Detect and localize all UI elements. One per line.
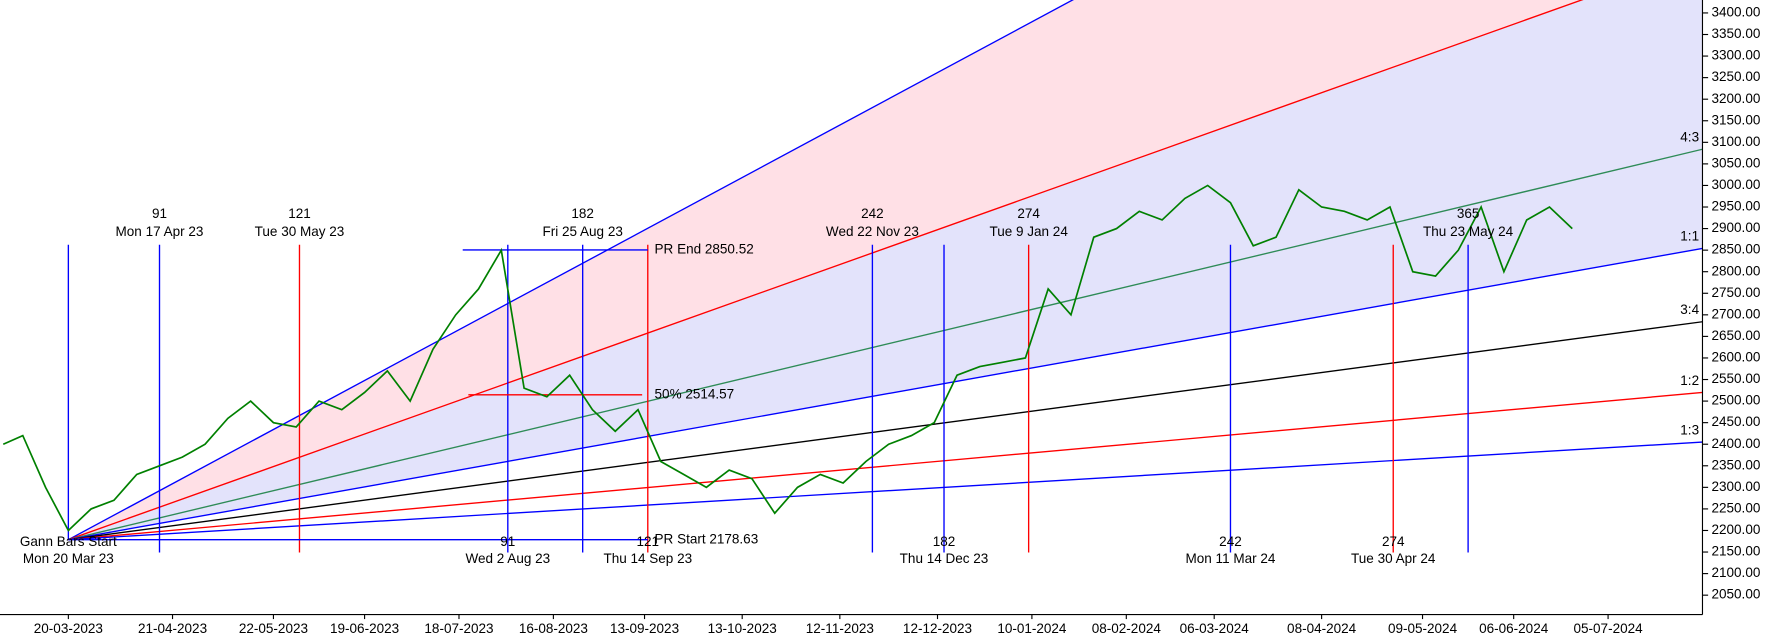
x-tick-label: 22-05-2023 — [239, 621, 308, 636]
y-tick-label: 3200.00 — [1711, 91, 1760, 106]
y-tick-label: 2150.00 — [1711, 544, 1760, 559]
time-count: 242 — [861, 206, 884, 221]
level-label: PR End 2850.52 — [655, 241, 754, 256]
y-tick-label: 3400.00 — [1711, 5, 1760, 20]
plot-area — [2, 0, 1703, 553]
y-tick-label: 2450.00 — [1711, 414, 1760, 429]
y-tick-label: 2200.00 — [1711, 522, 1760, 537]
fan-label: 1:1 — [1680, 229, 1699, 244]
time-date: Wed 22 Nov 23 — [826, 224, 919, 239]
y-tick-label: 2300.00 — [1711, 479, 1760, 494]
time-count: 274 — [1017, 206, 1040, 221]
x-tick-label: 10-01-2024 — [997, 621, 1067, 636]
y-tick-label: 2600.00 — [1711, 350, 1760, 365]
time-date: Mon 17 Apr 23 — [116, 224, 204, 239]
x-tick-label: 09-05-2024 — [1388, 621, 1458, 636]
x-tick-label: 06-06-2024 — [1479, 621, 1549, 636]
fan-line — [68, 0, 1584, 541]
fan-fill-lower — [68, 0, 1703, 540]
fan-line — [68, 441, 1703, 541]
time-date: Thu 14 Dec 23 — [900, 551, 989, 566]
time-date: Tue 9 Jan 24 — [989, 224, 1068, 239]
price-line — [2, 184, 1573, 532]
fan-line — [68, 0, 1074, 541]
y-tick-label: 2050.00 — [1711, 587, 1760, 602]
time-date: Wed 2 Aug 23 — [465, 551, 550, 566]
y-tick-label: 2400.00 — [1711, 436, 1760, 451]
time-count: 91 — [500, 534, 515, 549]
level-label: PR Start 2178.63 — [655, 531, 759, 546]
labels: 3400.00 3350.00 3300.00 3250.00 3200.00 3150.… — [20, 5, 1760, 636]
y-tick-label: 2950.00 — [1711, 199, 1760, 214]
y-tick-label: 2900.00 — [1711, 220, 1760, 235]
fan-label: 1:3 — [1680, 422, 1699, 437]
fan-label: 1:2 — [1680, 373, 1699, 388]
x-tick-label: 16-08-2023 — [519, 621, 588, 636]
y-tick-label: 2250.00 — [1711, 500, 1760, 515]
fan-label: 4:3 — [1680, 130, 1699, 145]
x-tick-label: 12-12-2023 — [903, 621, 972, 636]
x-tick-label: 05-07-2024 — [1574, 621, 1644, 636]
y-tick-label: 2700.00 — [1711, 306, 1760, 321]
x-tick-label: 12-11-2023 — [806, 621, 874, 636]
time-date: Thu 14 Sep 23 — [603, 551, 692, 566]
y-tick-label: 3350.00 — [1711, 26, 1760, 41]
x-tick-label: 08-02-2024 — [1092, 621, 1162, 636]
time-date: Mon 11 Mar 24 — [1186, 551, 1276, 566]
x-tick-label: 20-03-2023 — [34, 621, 103, 636]
level-label: 50% 2514.57 — [655, 386, 735, 401]
fan-line — [68, 391, 1703, 541]
time-count: 182 — [571, 206, 594, 221]
y-tick-label: 2800.00 — [1711, 263, 1760, 278]
fan-line — [68, 148, 1703, 541]
y-tick-label: 2350.00 — [1711, 457, 1760, 472]
y-tick-label: 3100.00 — [1711, 134, 1760, 149]
time-count: 121 — [637, 534, 660, 549]
x-tick-label: 18-07-2023 — [424, 621, 493, 636]
x-tick-label: 08-04-2024 — [1287, 621, 1357, 636]
time-date: Fri 25 Aug 23 — [542, 224, 622, 239]
y-tick-label: 3300.00 — [1711, 48, 1760, 63]
fan-fills — [68, 0, 1703, 540]
y-tick-label: 3250.00 — [1711, 69, 1760, 84]
x-tick-label: 13-09-2023 — [610, 621, 679, 636]
x-tick-label: 19-06-2023 — [330, 621, 399, 636]
y-tick-label: 3150.00 — [1711, 112, 1760, 127]
time-count: 365 — [1457, 206, 1480, 221]
time-date: Tue 30 May 23 — [255, 224, 345, 239]
gann-start-label: Gann Bars Start — [20, 534, 117, 549]
time-date: Tue 30 Apr 24 — [1351, 551, 1436, 566]
fan-line — [68, 321, 1703, 541]
fan-label: 3:4 — [1680, 302, 1699, 317]
y-tick-label: 3050.00 — [1711, 155, 1760, 170]
y-tick-label: 2550.00 — [1711, 371, 1760, 386]
fan-line — [68, 247, 1703, 541]
y-tick-label: 2750.00 — [1711, 285, 1760, 300]
time-count: 121 — [288, 206, 311, 221]
y-tick-label: 2650.00 — [1711, 328, 1760, 343]
axes — [0, 0, 1709, 620]
y-tick-label: 2850.00 — [1711, 242, 1760, 257]
time-date: Thu 23 May 24 — [1423, 224, 1514, 239]
time-count: 182 — [933, 534, 956, 549]
time-count: 242 — [1219, 534, 1242, 549]
y-tick-label: 2100.00 — [1711, 565, 1760, 580]
time-count: 91 — [152, 206, 167, 221]
x-tick-label: 06-03-2024 — [1180, 621, 1250, 636]
x-tick-label: 21-04-2023 — [138, 621, 207, 636]
y-tick-label: 2500.00 — [1711, 393, 1760, 408]
gann-start-date: Mon 20 Mar 23 — [23, 551, 114, 566]
y-tick-label: 3000.00 — [1711, 177, 1760, 192]
time-count: 274 — [1382, 534, 1405, 549]
x-tick-label: 13-10-2023 — [708, 621, 777, 636]
